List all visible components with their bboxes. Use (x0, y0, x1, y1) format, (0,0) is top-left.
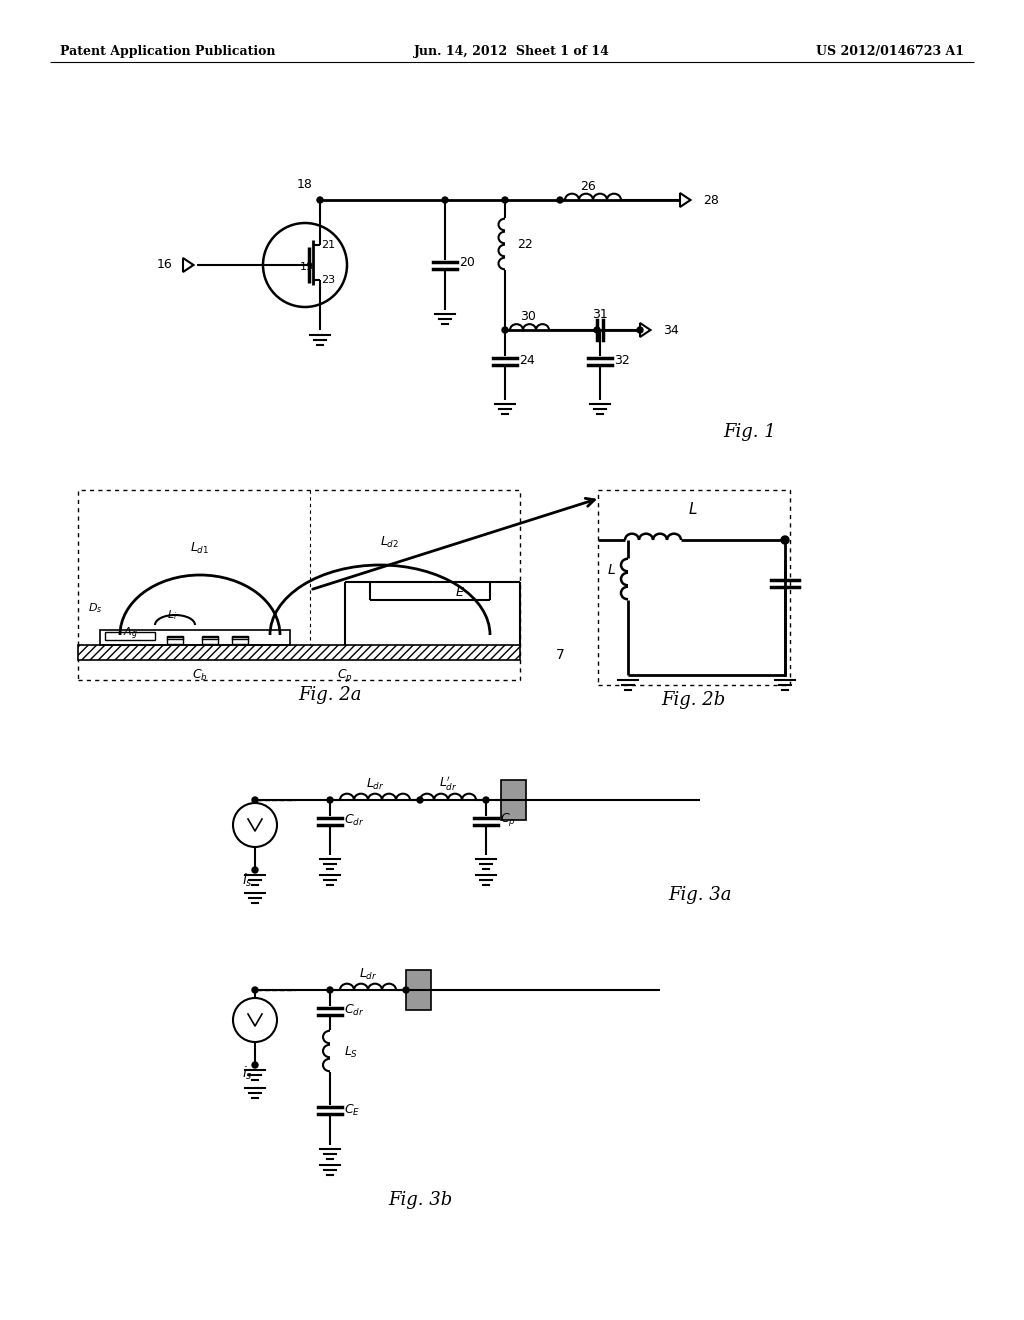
Circle shape (403, 987, 409, 993)
Text: Fig. 3a: Fig. 3a (669, 886, 732, 904)
Text: 28: 28 (703, 194, 719, 206)
Bar (78, 645, 520, 660)
Text: 31: 31 (592, 308, 608, 321)
Circle shape (483, 797, 489, 803)
Text: 30: 30 (520, 309, 536, 322)
Text: Fig. 2a: Fig. 2a (298, 686, 361, 704)
Circle shape (417, 797, 423, 803)
Text: 24: 24 (519, 354, 535, 367)
Text: $C_E$: $C_E$ (344, 1102, 360, 1118)
Bar (501, 780, 526, 820)
Text: $L_{d1}$: $L_{d1}$ (190, 540, 210, 556)
Circle shape (781, 536, 790, 544)
Text: $L_i$: $L_i$ (167, 609, 177, 622)
Text: 18: 18 (297, 178, 313, 191)
Bar (100, 630, 290, 645)
Text: $C_p$: $C_p$ (500, 812, 516, 829)
Text: L: L (608, 564, 615, 577)
Text: E: E (456, 586, 464, 598)
Circle shape (327, 797, 333, 803)
Text: 22: 22 (517, 239, 532, 252)
Text: $C_{dr}$: $C_{dr}$ (344, 1002, 365, 1018)
Text: 20: 20 (459, 256, 475, 268)
Text: 26: 26 (581, 180, 596, 193)
Bar (202, 636, 218, 644)
Text: 21: 21 (321, 240, 335, 249)
Text: US 2012/0146723 A1: US 2012/0146723 A1 (816, 45, 964, 58)
Circle shape (252, 1063, 258, 1068)
Bar (167, 636, 183, 644)
Text: 34: 34 (663, 323, 679, 337)
Circle shape (252, 797, 258, 803)
Text: 7: 7 (556, 648, 564, 663)
Text: $C_{dr}$: $C_{dr}$ (344, 812, 365, 828)
Text: Fig. 1: Fig. 1 (724, 422, 776, 441)
Text: 16: 16 (157, 259, 172, 272)
Text: L: L (689, 503, 697, 517)
Circle shape (557, 197, 563, 203)
Text: $A_g$: $A_g$ (123, 626, 137, 643)
Circle shape (252, 987, 258, 993)
Circle shape (317, 197, 323, 203)
Text: $C_p$: $C_p$ (337, 667, 353, 684)
Text: Jun. 14, 2012  Sheet 1 of 14: Jun. 14, 2012 Sheet 1 of 14 (414, 45, 610, 58)
Bar (406, 970, 431, 1010)
Bar (232, 636, 248, 644)
Text: $D_s$: $D_s$ (88, 601, 102, 615)
Text: $L_{d2}$: $L_{d2}$ (381, 535, 399, 549)
Text: $L_S$: $L_S$ (344, 1044, 358, 1060)
Circle shape (594, 327, 600, 333)
Circle shape (327, 987, 333, 993)
Text: $L_{dr}$: $L_{dr}$ (366, 776, 384, 792)
Text: Fig. 3b: Fig. 3b (388, 1191, 453, 1209)
Text: Patent Application Publication: Patent Application Publication (60, 45, 275, 58)
Text: Fig. 2b: Fig. 2b (660, 690, 725, 709)
Text: 32: 32 (614, 354, 630, 367)
Text: 23: 23 (321, 275, 335, 285)
Text: $C_b$: $C_b$ (193, 668, 208, 682)
Circle shape (502, 197, 508, 203)
Circle shape (442, 197, 449, 203)
Text: $L_{dr}'$: $L_{dr}'$ (438, 775, 458, 793)
Bar (598, 490, 790, 685)
Text: $i_s$: $i_s$ (242, 1064, 252, 1081)
Circle shape (502, 327, 508, 333)
Bar (105, 632, 155, 640)
Text: $L_{dr}$: $L_{dr}$ (358, 966, 377, 982)
Text: 19: 19 (300, 261, 314, 272)
Circle shape (252, 867, 258, 873)
Text: $i_s$: $i_s$ (242, 871, 252, 888)
Bar (78, 490, 520, 680)
Circle shape (637, 327, 643, 333)
